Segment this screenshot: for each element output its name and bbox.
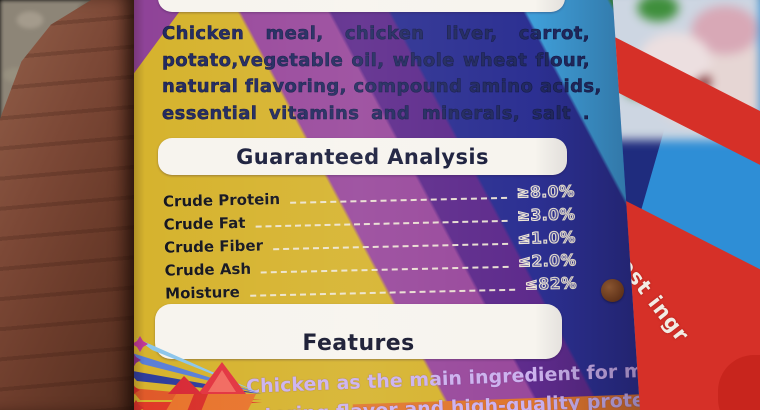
circus-tent-starburst-icon <box>124 336 262 410</box>
ingredients-text: Chicken meal, chicken liver, carrot, pot… <box>162 21 602 127</box>
features-header: Features <box>155 304 562 359</box>
pet-food-bag-background: est ingr meg <box>612 0 760 410</box>
ingredients-line: essential vitamins and minerals, salt . <box>162 102 590 124</box>
nutrient-name: Crude Ash <box>164 259 252 280</box>
features-title: Features <box>302 331 415 356</box>
guaranteed-analysis-table: Crude Protein ≥8.0% Crude Fat ≥3.0% Crud… <box>162 178 578 303</box>
nutrient-value: ≤82% <box>524 274 578 294</box>
nutrient-name: Moisture <box>164 282 241 303</box>
kibble-piece <box>601 279 624 302</box>
nutrient-name: Crude Fat <box>163 213 246 234</box>
pet-food-can-label: Chicken meal, chicken liver, carrot, pot… <box>118 0 652 410</box>
nutrient-value: ≤2.0% <box>517 251 577 271</box>
nutrient-name: Crude Fiber <box>163 236 264 257</box>
ingredients-line: natural flavoring, compound amino acids, <box>162 76 602 97</box>
ingredients-line: potato,vegetable oil, whole wheat flour, <box>162 49 590 71</box>
hand <box>0 0 134 410</box>
guaranteed-analysis-header: Guaranteed Analysis <box>158 138 567 175</box>
guaranteed-analysis-title: Guaranteed Analysis <box>236 144 489 169</box>
nutrient-value: ≥3.0% <box>516 205 576 225</box>
nutrient-name: Crude Protein <box>162 190 281 211</box>
dotted-leader <box>249 288 516 297</box>
ingredients-line: Chicken meal, chicken liver, carrot, <box>162 23 590 44</box>
nutrient-value: ≤1.0% <box>517 228 577 248</box>
nutrient-value: ≥8.0% <box>516 182 576 202</box>
ingredients-header-bar <box>158 0 565 12</box>
